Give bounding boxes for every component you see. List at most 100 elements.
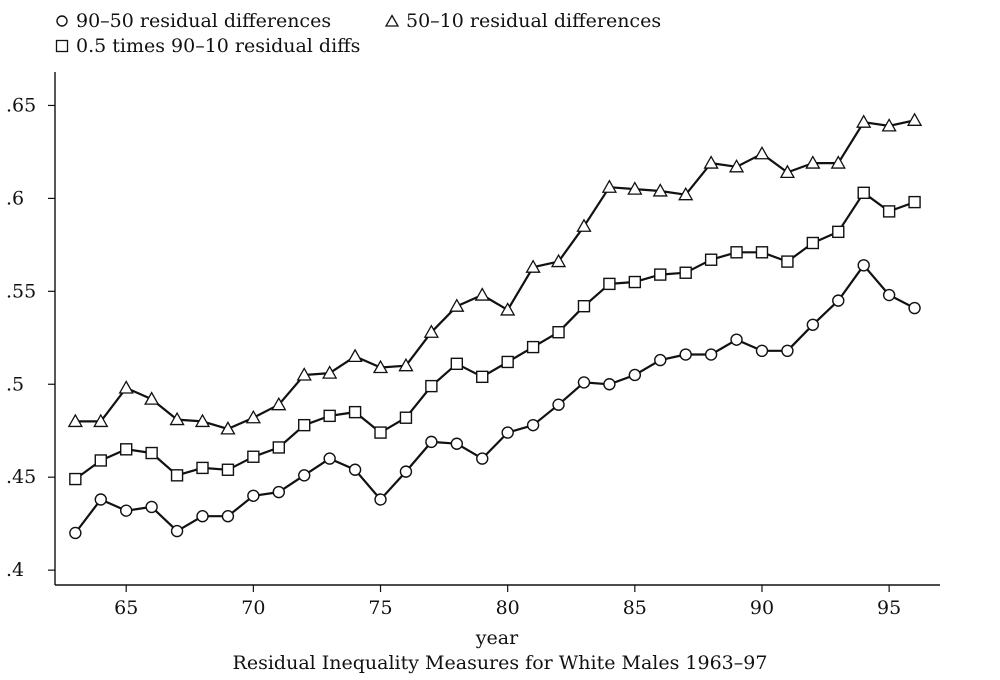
data-point-circle [298,469,311,482]
data-point-triangle [449,298,465,312]
data-point-triangle [881,118,897,132]
legend-label: 0.5 times 90–10 residual diffs [76,35,361,57]
data-point-circle [704,348,718,361]
data-point-triangle [372,359,389,374]
data-point-triangle [118,380,134,394]
x-tick-label: 65 [114,597,138,619]
chart-ticks: .4 .45 .5 .55 .6 .65 65 70 75 80 85 90 95 [6,94,901,619]
data-point-circle [221,510,235,523]
data-point-square [221,463,235,476]
x-tick-label: 90 [750,597,774,619]
data-point-circle [603,378,616,391]
data-point-circle [552,398,565,411]
square-marker-icon [55,39,69,53]
data-point-square [120,443,133,456]
data-point-circle [323,452,336,465]
data-point-square [857,186,870,200]
data-point-circle [476,452,489,465]
data-point-triangle [703,155,719,169]
data-point-triangle [652,183,668,197]
data-point-triangle [194,413,211,428]
data-point-triangle [728,158,745,173]
data-point-square [552,326,565,339]
data-point-triangle [805,155,821,169]
y-tick-label: .45 [6,466,36,488]
legend-label: 90–50 residual differences [76,10,332,32]
y-tick-label: .5 [6,373,24,395]
data-point-square [374,426,387,439]
data-point-triangle [601,179,618,193]
chart-markers [67,112,923,540]
data-point-square [781,255,794,268]
data-point-square [196,461,209,475]
data-point-square [526,340,540,354]
chart-series-lines [74,119,916,534]
data-point-square [730,246,743,259]
data-point-square [755,246,769,259]
data-point-square [298,418,311,432]
data-point-square [247,450,260,463]
data-point-square [450,357,464,371]
data-point-circle [679,348,692,361]
data-point-square [399,411,413,424]
data-point-triangle [525,259,541,273]
data-point-triangle [627,181,643,195]
data-point-triangle [678,186,694,201]
data-point-circle [196,510,209,523]
data-point-circle [374,493,387,506]
x-tick-label: 95 [877,597,901,619]
data-point-circle [120,504,133,517]
data-point-triangle [474,287,490,301]
data-point-triangle [245,409,261,424]
y-tick-label: .55 [6,280,36,302]
data-point-circle [69,526,82,540]
data-point-triangle [296,367,312,381]
data-point-triangle [779,164,796,179]
series-line-2 [74,191,915,480]
data-point-square [272,441,285,454]
data-point-triangle [576,218,592,232]
data-point-square [145,446,158,460]
data-point-square [654,268,667,281]
data-point-circle [501,426,514,439]
data-point-triangle [347,348,363,363]
data-point-circle [348,463,362,476]
data-point-circle [806,318,820,331]
series-line-0 [74,264,916,534]
y-tick-label: .65 [6,94,36,116]
data-point-triangle [271,396,287,411]
data-point-square [476,370,489,384]
legend-item-series-2: 0.5 times 90–10 residual diffs [55,35,360,57]
x-tick-label: 80 [496,597,520,619]
data-point-triangle [550,253,567,268]
y-tick-label: .6 [6,187,24,209]
data-point-square [425,379,438,393]
data-point-circle [908,301,921,315]
data-point-square [832,225,845,239]
data-point-triangle [93,413,109,428]
data-point-triangle [398,357,414,372]
data-point-circle [654,353,667,367]
data-point-triangle [423,324,439,338]
data-point-triangle [500,302,516,316]
chart-title: Residual Inequality Measures for White M… [232,652,768,674]
data-point-triangle [830,155,846,169]
y-tick-label: .4 [6,559,24,581]
data-point-circle [272,485,285,499]
data-point-circle [755,344,769,358]
data-point-square [603,277,616,291]
data-point-square [94,454,107,467]
data-point-triangle [220,421,236,435]
data-point-square [679,266,692,279]
series-line-1 [75,119,915,430]
data-point-square [908,195,921,209]
data-point-square [69,472,82,486]
data-point-circle [832,294,845,307]
data-point-triangle [322,365,338,379]
x-axis-label: year [475,627,519,649]
legend-label: 50–10 residual differences [406,10,662,32]
data-point-square [577,299,591,313]
data-point-circle [145,500,158,514]
data-point-circle [730,333,743,346]
